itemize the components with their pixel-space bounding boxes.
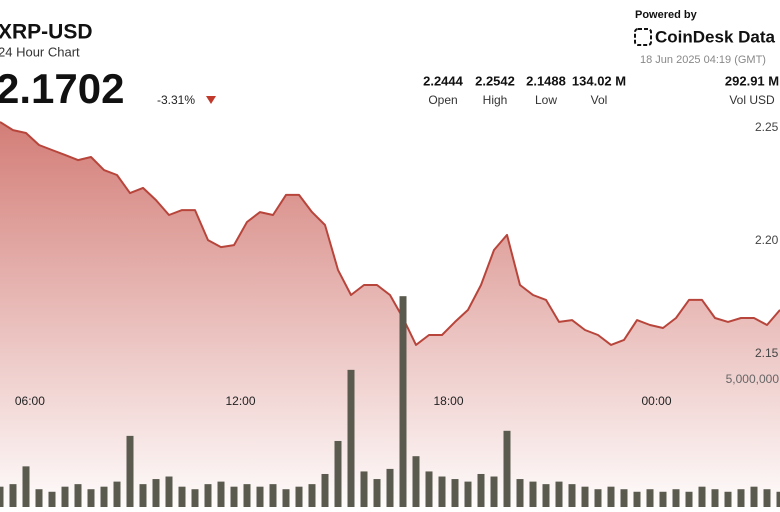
volume-bar — [426, 471, 433, 507]
volume-bar — [504, 431, 511, 507]
volume-bar — [725, 492, 732, 507]
title: XRP-USD — [0, 21, 93, 44]
volume-bar — [361, 471, 368, 507]
volume-bar — [322, 474, 329, 507]
stat-label: Open — [428, 93, 457, 107]
volume-bar — [140, 484, 147, 507]
volume-bar — [88, 489, 95, 507]
volume-bar — [517, 479, 524, 507]
volume-bar — [738, 489, 745, 507]
stat-value: 134.02 M — [572, 73, 626, 88]
volume-bar — [569, 484, 576, 507]
volume-bar — [777, 492, 780, 507]
volume-bar — [400, 296, 407, 507]
volume-bar — [608, 487, 615, 507]
volume-bar — [23, 466, 30, 507]
volume-bar — [205, 484, 212, 507]
volume-bar — [764, 489, 771, 507]
volume-bar — [101, 487, 108, 507]
volume-bar — [478, 474, 485, 507]
volume-bar — [283, 489, 290, 507]
volume-bar — [218, 482, 225, 507]
volume-bar — [582, 487, 589, 507]
powered-by: Powered by — [635, 9, 698, 21]
y2-tick-label: 5,000,000 — [726, 372, 780, 386]
volume-bar — [179, 487, 186, 507]
timestamp: 18 Jun 2025 04:19 (GMT) — [640, 54, 766, 66]
volume-bar — [543, 484, 550, 507]
volume-bar — [699, 487, 706, 507]
stat-label: Low — [535, 93, 557, 107]
volume-bar — [530, 482, 537, 507]
x-tick-label: 12:00 — [225, 394, 255, 408]
y-tick-label: 2.15 — [755, 346, 779, 360]
volume-bar — [439, 477, 446, 507]
volume-bar — [36, 489, 43, 507]
volume-bar — [465, 482, 472, 507]
logo-icon — [635, 29, 651, 45]
subtitle: 24 Hour Chart — [0, 44, 80, 59]
stat-value: 2.1488 — [526, 73, 566, 88]
volume-bar — [75, 484, 82, 507]
volume-bar — [387, 469, 394, 507]
x-tick-label: 18:00 — [433, 394, 463, 408]
down-arrow — [206, 96, 216, 104]
brand: CoinDesk Data — [655, 27, 776, 46]
stat-label: High — [483, 93, 508, 107]
volume-bar — [166, 477, 173, 507]
volume-bar — [192, 489, 199, 507]
volume-bar — [348, 370, 355, 507]
volume-bar — [686, 492, 693, 507]
volume-bar — [491, 477, 498, 507]
volume-bar — [231, 487, 238, 507]
stat-value: 2.2542 — [475, 73, 515, 88]
price: 2.1702 — [0, 65, 124, 112]
y-tick-label: 2.25 — [755, 120, 779, 134]
volume-bar — [374, 479, 381, 507]
price-area — [0, 122, 780, 507]
volume-bar — [595, 489, 602, 507]
volume-bar — [62, 487, 69, 507]
volume-bar — [712, 489, 719, 507]
volume-bar — [153, 479, 160, 507]
volume-bar — [556, 482, 563, 507]
volume-bar — [0, 487, 4, 507]
stat-value: 2.2444 — [423, 73, 464, 88]
volume-bar — [413, 456, 420, 507]
volume-bar — [257, 487, 264, 507]
volume-bar — [660, 492, 667, 507]
volume-bar — [49, 492, 56, 507]
volume-bar — [452, 479, 459, 507]
y-tick-label: 2.20 — [755, 233, 779, 247]
stat-value: 292.91 M — [725, 73, 779, 88]
volume-bar — [673, 489, 680, 507]
volume-bar — [10, 484, 17, 507]
volume-bar — [127, 436, 134, 507]
volume-bar — [114, 482, 121, 507]
volume-bar — [634, 492, 641, 507]
x-tick-label: 00:00 — [641, 394, 671, 408]
x-tick-label: 06:00 — [15, 394, 45, 408]
volume-bar — [621, 489, 628, 507]
volume-bar — [244, 484, 251, 507]
stat-label: Vol — [591, 93, 608, 107]
volume-bar — [296, 487, 303, 507]
change: -3.31% — [157, 93, 195, 107]
volume-bar — [270, 484, 277, 507]
volume-bar — [647, 489, 654, 507]
volume-bar — [309, 484, 316, 507]
stat-label: Vol USD — [729, 93, 775, 107]
volume-bar — [751, 487, 758, 507]
volume-bar — [335, 441, 342, 507]
